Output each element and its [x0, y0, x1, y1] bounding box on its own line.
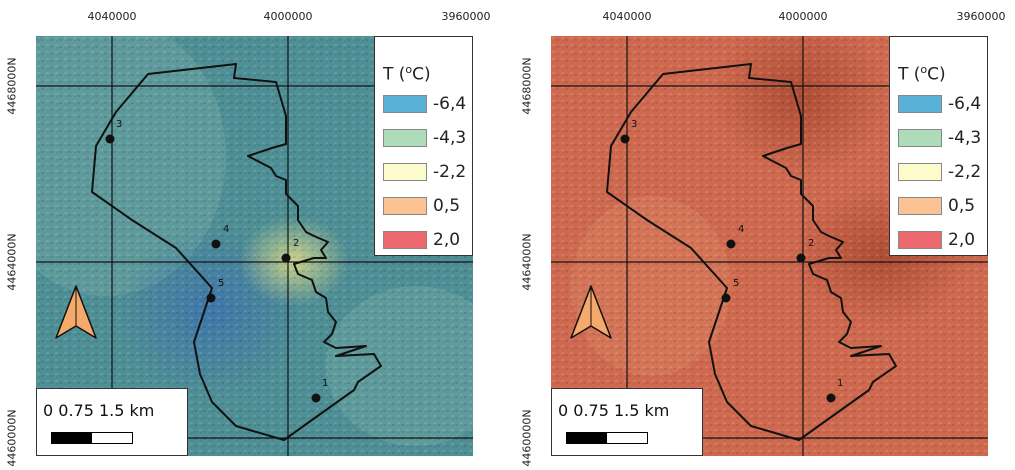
northing-label: 4464000N: [5, 233, 19, 291]
scale-bar-box: 0 0.75 1.5 km: [551, 388, 703, 456]
legend-label: -2,2: [948, 162, 982, 182]
northing-label: 4468000N: [5, 57, 19, 115]
legend-item: -2,2: [383, 161, 471, 182]
temperature-legend: T (oC) -6,4 -4,3 -2,2 0,5 2,0: [889, 36, 988, 256]
legend-item: -6,4: [383, 93, 471, 114]
station-label: 3: [631, 119, 637, 130]
northing-label: 4460000N: [5, 409, 19, 467]
legend-swatch: [383, 231, 427, 249]
north-arrow-icon: [570, 285, 612, 339]
legend-swatch: [383, 197, 427, 215]
station-point: [796, 253, 806, 263]
scale-label: 0 0.75 1.5 km: [43, 401, 155, 420]
legend-label: -6,4: [948, 94, 982, 114]
legend-swatch: [898, 163, 942, 181]
station-label: 4: [223, 224, 229, 235]
legend-item: 0,5: [383, 195, 471, 216]
station-point: [311, 393, 321, 403]
scale-bar: [566, 432, 648, 444]
easting-label: 4000000: [263, 10, 313, 23]
station-label: 5: [218, 278, 224, 289]
northing-label: 4464000N: [520, 233, 534, 291]
north-arrow-icon: [55, 285, 97, 339]
station-label: 1: [837, 378, 843, 389]
legend-label: 2,0: [948, 230, 976, 250]
station-point: [206, 293, 216, 303]
legend-item: -4,3: [898, 127, 986, 148]
station-point: [721, 293, 731, 303]
legend-label: 0,5: [433, 196, 461, 216]
legend-title: T (oC): [383, 63, 431, 85]
legend-item: -2,2: [898, 161, 986, 182]
map-frame: 1 2 3 4 5 T (oC) -6,4 -4,3 -2,2 0,5 2,0 0 0.75 1.5 …: [36, 36, 473, 456]
station-point: [105, 134, 115, 144]
legend-label: -2,2: [433, 162, 467, 182]
scale-bar-box: 0 0.75 1.5 km: [36, 388, 188, 456]
legend-title: T (oC): [898, 63, 946, 85]
legend-item: 2,0: [383, 229, 471, 250]
station-point: [281, 253, 291, 263]
easting-label: 3960000: [441, 10, 491, 23]
legend-label: 0,5: [948, 196, 976, 216]
city-boundary: [91, 63, 382, 441]
scale-bar: [51, 432, 133, 444]
station-point: [826, 393, 836, 403]
legend-label: 2,0: [433, 230, 461, 250]
station-label: 3: [116, 119, 122, 130]
map-panel-right: 4040000 4000000 3960000 4468000N 4464000N 446…: [515, 0, 1015, 470]
easting-label: 3960000: [956, 10, 1006, 23]
legend-item: -4,3: [383, 127, 471, 148]
temperature-legend: T (oC) -6,4 -4,3 -2,2 0,5 2,0: [374, 36, 473, 256]
legend-swatch: [383, 163, 427, 181]
station-label: 2: [808, 238, 814, 249]
easting-label: 4040000: [602, 10, 652, 23]
easting-label: 4000000: [778, 10, 828, 23]
legend-label: -6,4: [433, 94, 467, 114]
legend-item: -6,4: [898, 93, 986, 114]
northing-label: 4460000N: [520, 409, 534, 467]
legend-swatch: [383, 129, 427, 147]
legend-swatch: [383, 95, 427, 113]
map-frame: 1 2 3 4 5 T (oC) -6,4 -4,3 -2,2 0,5 2,0 0 0.75 1.5 …: [551, 36, 988, 456]
legend-item: 0,5: [898, 195, 986, 216]
legend-label: -4,3: [433, 128, 467, 148]
station-point: [620, 134, 630, 144]
legend-label: -4,3: [948, 128, 982, 148]
northing-label: 4468000N: [520, 57, 534, 115]
city-boundary: [606, 63, 897, 441]
legend-swatch: [898, 231, 942, 249]
legend-swatch: [898, 197, 942, 215]
scale-bar-segment: [52, 433, 92, 443]
legend-item: 2,0: [898, 229, 986, 250]
easting-label: 4040000: [87, 10, 137, 23]
station-point: [726, 239, 736, 249]
legend-swatch: [898, 95, 942, 113]
scale-bar-segment: [567, 433, 607, 443]
station-label: 2: [293, 238, 299, 249]
scale-label: 0 0.75 1.5 km: [558, 401, 670, 420]
station-label: 1: [322, 378, 328, 389]
station-point: [211, 239, 221, 249]
legend-swatch: [898, 129, 942, 147]
map-panel-left: 4040000 4000000 3960000 4468000N 4464000N 446…: [0, 0, 500, 470]
station-label: 5: [733, 278, 739, 289]
station-label: 4: [738, 224, 744, 235]
